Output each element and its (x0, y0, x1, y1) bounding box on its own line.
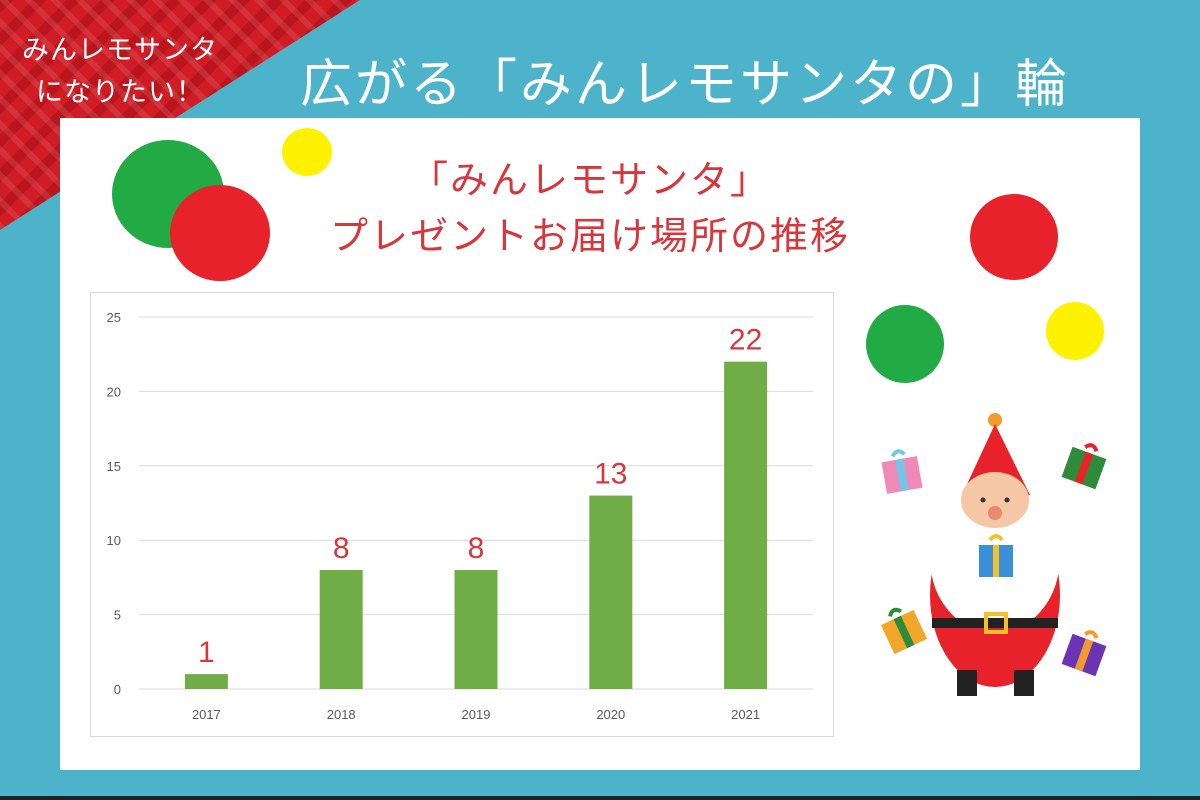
chart-title: 「みんレモサンタ」 プレゼントお届け場所の推移 (280, 152, 900, 264)
bar (184, 674, 228, 689)
bar (589, 495, 633, 689)
x-tick-label: 2018 (327, 707, 356, 722)
bar-chart: 0 5 10 15 20 25 1 2017 8 2018 8 2019 13 2020 22 2021 (107, 310, 813, 722)
green-circle-decoration (866, 305, 944, 383)
data-label: 8 (333, 532, 350, 565)
y-tick-label: 0 (114, 682, 121, 697)
bar (319, 569, 363, 689)
bar (454, 569, 498, 689)
banner-line-2: になりたい！ (36, 77, 204, 108)
red-circle-decoration (170, 185, 270, 281)
data-label: 13 (594, 458, 627, 491)
santa-illustration (880, 413, 1107, 696)
page-title: 広がる「みんレモサンタの」輪 (300, 55, 1071, 115)
yellow-circle-decoration (1046, 302, 1104, 360)
bar (724, 361, 768, 689)
x-tick-label: 2017 (192, 707, 221, 722)
x-tick-label: 2021 (731, 707, 760, 722)
data-label: 1 (198, 636, 215, 669)
chart-title-line-1: 「みんレモサンタ」 (409, 158, 770, 202)
red-circle-decoration (970, 194, 1058, 280)
bottom-strip (0, 796, 1200, 800)
data-label: 8 (468, 532, 485, 565)
y-tick-label: 15 (107, 459, 121, 474)
y-tick-label: 5 (114, 608, 121, 623)
chart-title-line-2: プレゼントお届け場所の推移 (329, 214, 850, 258)
banner-text: みんレモサンタ になりたい！ (10, 30, 230, 114)
x-tick-label: 2019 (462, 707, 491, 722)
chart-area: 0 5 10 15 20 25 1 2017 8 2018 8 2019 13 2020 22 2021 (90, 292, 834, 737)
yellow-circle-decoration (282, 128, 332, 176)
banner-line-1: みんレモサンタ (22, 35, 218, 66)
y-tick-label: 25 (107, 310, 121, 325)
x-tick-label: 2020 (596, 707, 625, 722)
y-tick-label: 20 (107, 384, 121, 399)
y-tick-label: 10 (107, 533, 121, 548)
data-label: 22 (729, 324, 762, 357)
